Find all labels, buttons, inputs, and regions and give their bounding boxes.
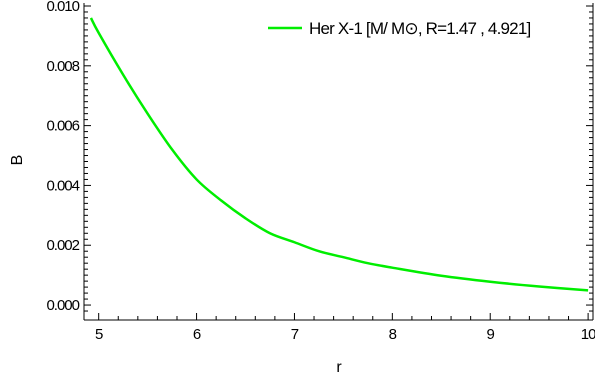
x-tick-labels: 5 6 7 8 9 10: [95, 326, 595, 343]
x-tick-label: 7: [291, 326, 299, 343]
x-tick-label: 5: [95, 326, 103, 343]
y-tick-label: 0.010: [46, 0, 79, 15]
series-line-0: [89, 17, 589, 292]
y-tick-label: 0.004: [46, 177, 79, 194]
x-tick-label: 6: [193, 326, 201, 343]
x-tick-label: 10: [581, 326, 595, 343]
y-tick-labels: 0.000 0.002 0.004 0.006 0.008 0.010: [46, 0, 80, 314]
y-axis-title: B: [9, 155, 26, 166]
major-ticks: [84, 5, 593, 320]
y-tick-label: 0.000: [46, 297, 79, 314]
legend: Her X-1 [M/ M⊙, R=1.47 , 4.921]: [268, 19, 531, 38]
x-axis-title: r: [336, 359, 342, 376]
y-tick-label: 0.002: [46, 237, 79, 254]
x-tick-label: 8: [389, 326, 397, 343]
minor-ticks: [84, 11, 593, 320]
y-tick-label: 0.008: [46, 58, 79, 75]
series-layer: [89, 17, 589, 292]
legend-label: Her X-1 [M/ M⊙, R=1.47 , 4.921]: [309, 19, 530, 38]
y-tick-label: 0.006: [46, 118, 79, 135]
x-tick-label: 9: [487, 326, 495, 343]
plot-frame: [83, 3, 594, 321]
